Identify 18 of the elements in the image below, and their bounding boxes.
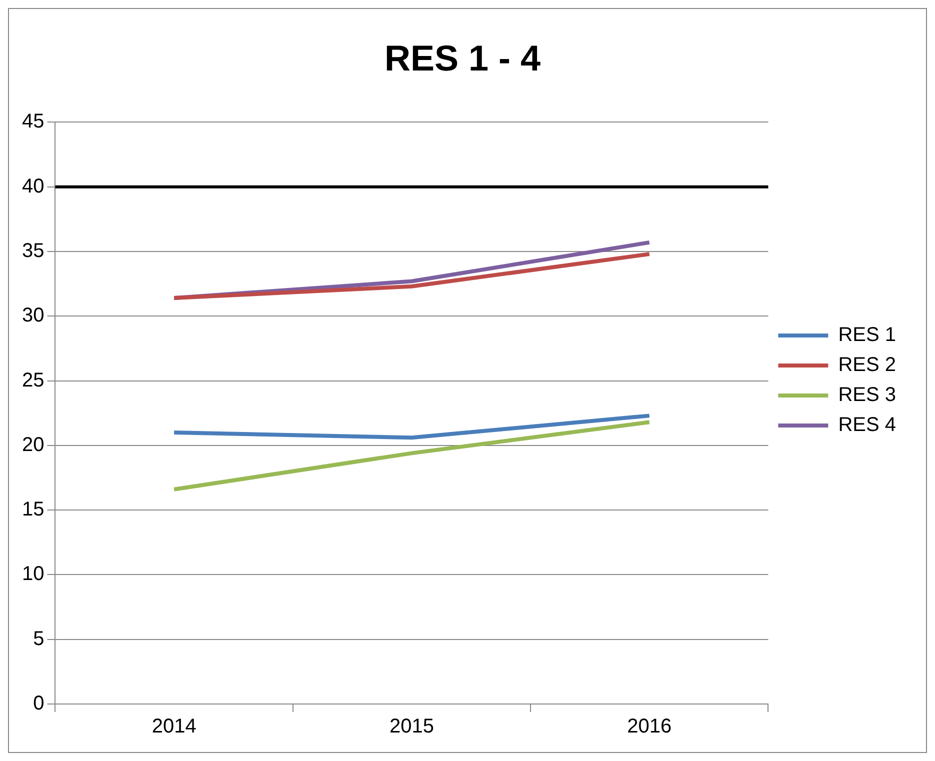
y-tick-label: 35 — [22, 240, 44, 262]
y-tick-label: 15 — [22, 498, 44, 521]
legend-label: RES 4 — [838, 414, 896, 436]
x-tick-label: 2016 — [627, 716, 672, 738]
y-tick-label: 40 — [22, 175, 44, 198]
x-tick-label: 2014 — [152, 716, 196, 738]
y-tick-label: 25 — [22, 369, 44, 392]
x-tick-label: 2015 — [389, 716, 434, 738]
legend-label: RES 3 — [838, 384, 896, 406]
y-tick-label: 30 — [22, 304, 44, 327]
y-tick-label: 0 — [33, 692, 44, 715]
y-tick-label: 45 — [22, 110, 44, 133]
y-tick-label: 5 — [33, 628, 44, 650]
y-tick-label: 10 — [22, 563, 44, 586]
y-tick-label: 20 — [22, 434, 44, 456]
legend-label: RES 1 — [838, 324, 896, 346]
legend-label: RES 2 — [838, 354, 896, 376]
chart-title: RES 1 - 4 — [384, 38, 541, 79]
